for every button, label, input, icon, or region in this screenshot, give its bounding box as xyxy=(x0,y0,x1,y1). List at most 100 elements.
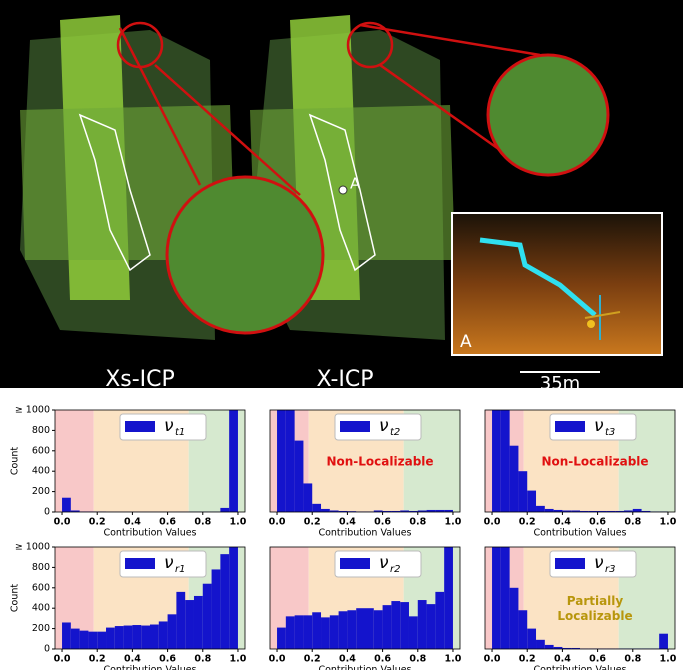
bar xyxy=(277,627,286,649)
bar xyxy=(158,621,168,649)
image-label: X-ICP xyxy=(316,367,373,392)
x-tick-label: 1.0 xyxy=(660,517,677,528)
bar xyxy=(562,647,572,649)
bar xyxy=(294,440,304,512)
bar xyxy=(277,410,286,512)
bar xyxy=(527,628,537,649)
bar xyxy=(229,410,238,512)
bar xyxy=(623,510,633,512)
point-label: A xyxy=(350,175,361,193)
bar xyxy=(347,610,357,649)
bar xyxy=(132,625,142,649)
bar xyxy=(365,608,374,649)
bar xyxy=(106,627,115,649)
legend-box xyxy=(119,550,207,578)
bar xyxy=(338,611,348,649)
x-axis-label: Contribution Values xyxy=(318,665,411,670)
bar xyxy=(202,583,212,649)
bar xyxy=(88,631,98,649)
x-tick-label: 0.4 xyxy=(339,654,356,665)
bar xyxy=(500,547,510,649)
bar xyxy=(70,510,80,512)
legend-subscript: r2 xyxy=(390,564,400,575)
bar xyxy=(518,610,528,649)
x-tick-label: 1.0 xyxy=(445,517,462,528)
bar xyxy=(193,595,203,649)
y-tick-label: 200 xyxy=(32,486,50,497)
legend-name: ν xyxy=(594,416,604,436)
bar xyxy=(338,510,348,512)
y-tick-label: 400 xyxy=(32,466,50,477)
x-tick-label: 0.0 xyxy=(484,654,501,665)
legend-box xyxy=(549,550,637,578)
legend-box xyxy=(119,413,207,441)
legend-name: ν xyxy=(379,553,389,573)
bar xyxy=(312,612,322,649)
annotation: Non-Localizable xyxy=(541,455,648,469)
y-tick-label: 0 xyxy=(44,507,50,518)
x-tick-label: 0.6 xyxy=(589,517,606,528)
legend-subscript: t2 xyxy=(390,427,400,438)
bar xyxy=(444,547,453,649)
bar xyxy=(408,616,418,649)
bar xyxy=(382,605,392,649)
bar xyxy=(426,509,436,512)
legend-swatch xyxy=(125,421,155,432)
bar xyxy=(588,510,598,512)
bar xyxy=(229,547,238,649)
legend-box xyxy=(334,550,422,578)
legend-swatch xyxy=(340,558,370,569)
image-label: Xs-ICP xyxy=(105,367,175,392)
bar xyxy=(571,647,580,649)
y-tick-label: ≥ 1000 xyxy=(15,405,50,416)
bar xyxy=(329,615,339,649)
x-tick-label: 0.0 xyxy=(269,654,286,665)
bar xyxy=(408,510,418,512)
bar xyxy=(285,616,295,649)
bar xyxy=(114,626,124,649)
plot-frame xyxy=(484,546,676,650)
x-tick-label: 0.4 xyxy=(124,517,141,528)
bar xyxy=(347,511,357,512)
x-tick-label: 0.8 xyxy=(194,517,211,528)
bar xyxy=(97,631,107,649)
scale-bar-label: 35m xyxy=(540,373,580,394)
bar xyxy=(321,617,330,649)
plot-frame xyxy=(269,409,461,513)
bar xyxy=(509,445,519,512)
x-tick-label: 0.4 xyxy=(554,654,571,665)
bar xyxy=(509,587,519,649)
annotation: Non-Localizable xyxy=(326,455,433,469)
bar xyxy=(606,510,616,512)
bar xyxy=(435,591,445,649)
bar xyxy=(492,410,501,512)
x-tick-label: 0.4 xyxy=(339,517,356,528)
x-axis-label: Contribution Values xyxy=(103,528,196,539)
x-tick-label: 0.6 xyxy=(159,654,176,665)
bar xyxy=(536,505,545,512)
bar xyxy=(492,547,501,649)
bar xyxy=(391,510,401,512)
x-tick-label: 0.4 xyxy=(554,517,571,528)
x-axis-label: Contribution Values xyxy=(533,665,626,670)
bar xyxy=(220,507,230,512)
x-tick-label: 0.6 xyxy=(374,517,391,528)
x-axis-label: Contribution Values xyxy=(103,665,196,670)
bar xyxy=(294,615,304,649)
y-tick-label: 200 xyxy=(32,623,50,634)
bar xyxy=(321,508,330,512)
x-tick-label: 0.4 xyxy=(124,654,141,665)
bar xyxy=(303,483,313,512)
bar xyxy=(285,410,295,512)
region-band xyxy=(55,410,94,512)
point-cloud-image: Xs-ICP X-ICP 35m A A xyxy=(0,0,683,394)
bar xyxy=(632,508,642,512)
y-tick-label: 800 xyxy=(32,425,50,436)
bar xyxy=(211,569,221,649)
bar xyxy=(615,510,624,512)
inset-label: A xyxy=(460,332,472,352)
bar xyxy=(527,490,537,512)
legend-swatch xyxy=(125,558,155,569)
bar xyxy=(303,615,313,649)
